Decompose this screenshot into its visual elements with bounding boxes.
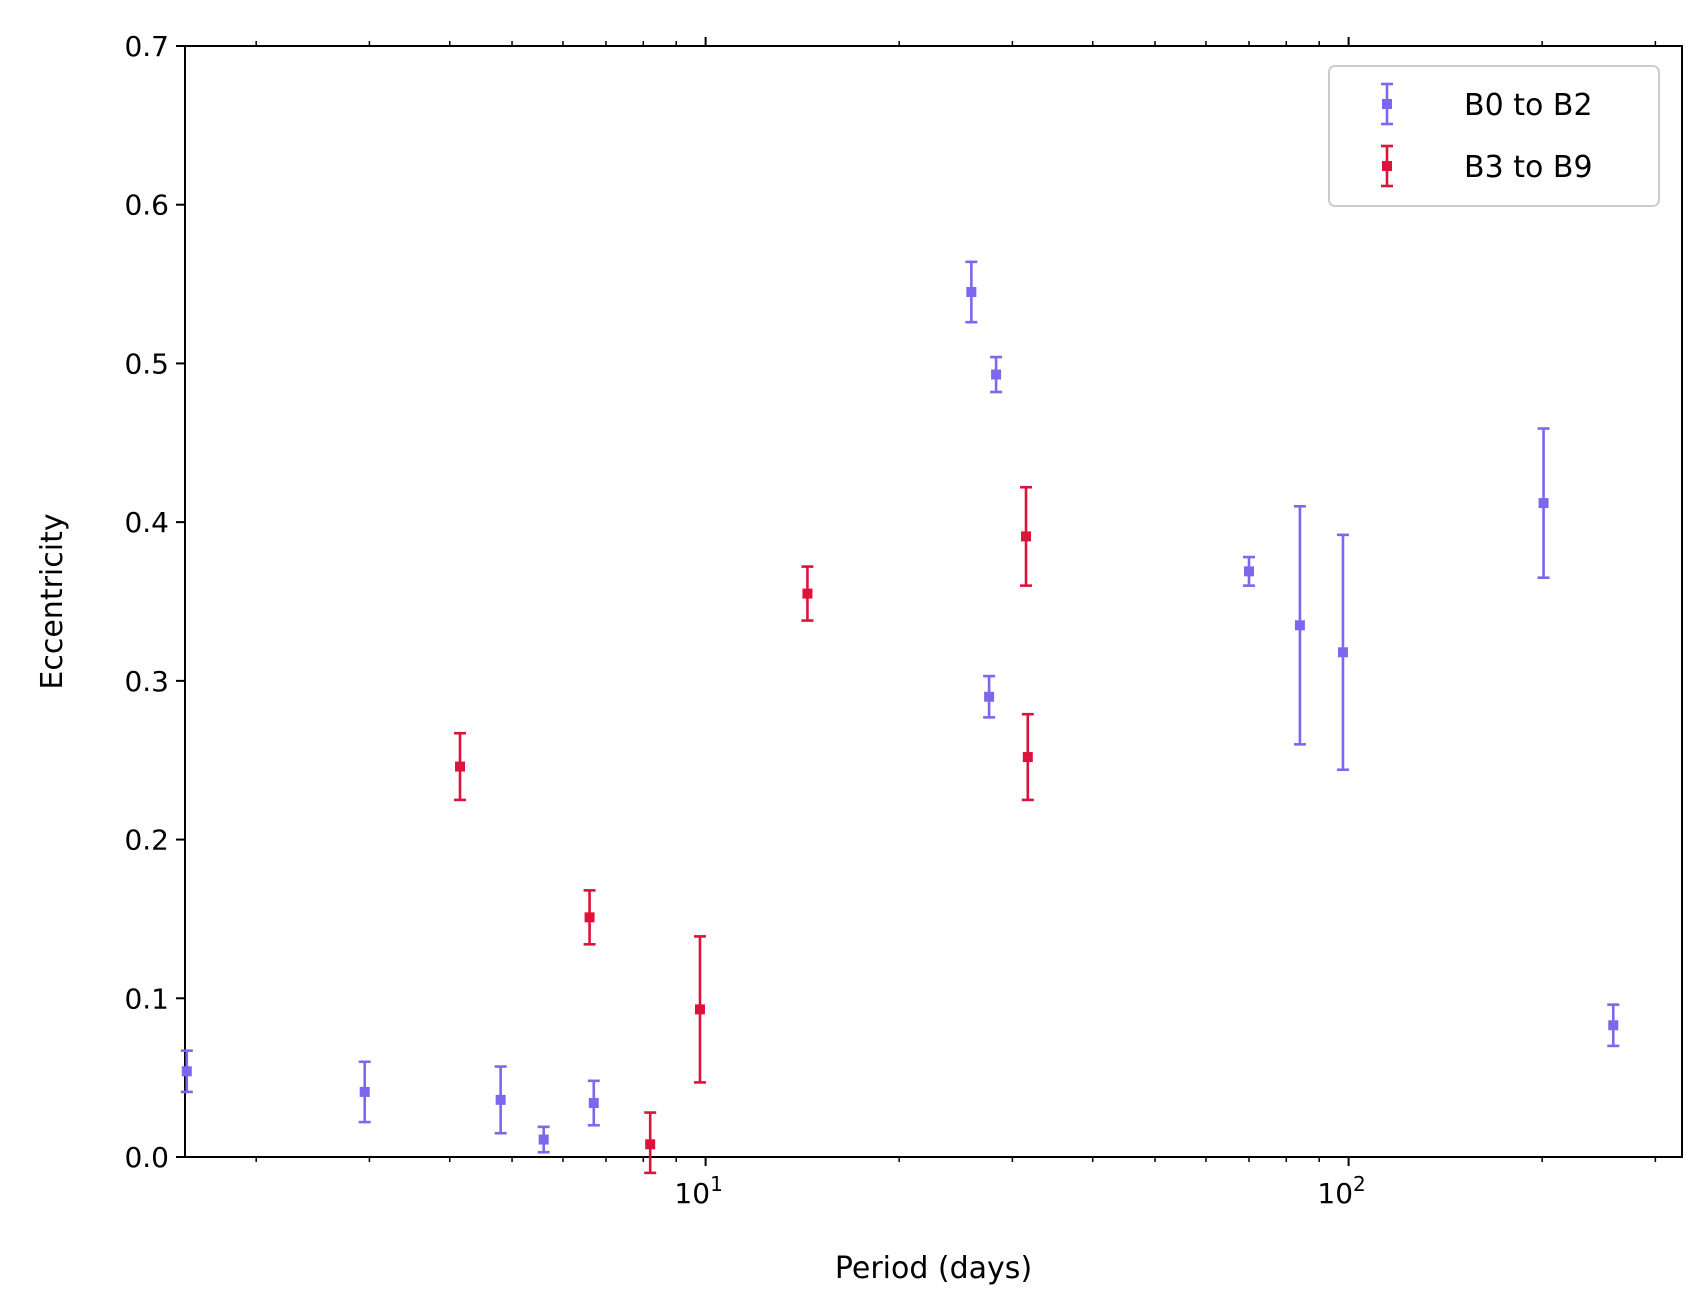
- marker: [984, 691, 995, 702]
- data-point: [801, 565, 814, 622]
- marker: [645, 1139, 656, 1150]
- data-point: [583, 889, 596, 946]
- data-point: [990, 355, 1003, 394]
- marker: [1243, 566, 1254, 577]
- marker: [802, 588, 813, 599]
- y-tick-label: 0.7: [124, 30, 169, 63]
- series-1: [180, 260, 1620, 1154]
- y-tick-label: 0.1: [124, 982, 169, 1015]
- legend-entry: B0 to B2: [1381, 82, 1593, 126]
- data-point: [358, 1060, 371, 1124]
- data-point: [693, 935, 706, 1084]
- marker: [966, 287, 977, 298]
- data-point: [1336, 533, 1349, 772]
- y-tick-label: 0.0: [124, 1141, 169, 1174]
- marker: [1608, 1020, 1619, 1031]
- marker: [991, 369, 1002, 380]
- y-tick-label: 0.5: [124, 347, 169, 380]
- plot-frame: [184, 45, 1683, 1158]
- data-point: [454, 731, 467, 802]
- x-tick-label: 102: [1317, 1172, 1365, 1210]
- legend-marker: [1382, 161, 1392, 171]
- series-2: [454, 485, 1034, 1175]
- legend-marker: [1382, 99, 1392, 109]
- y-tick-label: 0.3: [124, 665, 169, 698]
- legend-box: [1328, 65, 1660, 207]
- y-tick-label: 0.2: [124, 824, 169, 857]
- marker: [495, 1094, 506, 1105]
- y-axis-label: Eccentricity: [35, 513, 70, 689]
- x-axis-label: Period (days): [835, 1251, 1032, 1286]
- y-tick-label: 0.4: [124, 506, 169, 539]
- legend-label: B0 to B2: [1464, 88, 1593, 123]
- x-tick-label: 101: [674, 1172, 722, 1210]
- data-point: [1242, 555, 1255, 587]
- data-point: [1021, 712, 1034, 802]
- data-point: [1537, 427, 1550, 579]
- data-point: [537, 1125, 550, 1154]
- data-point: [965, 260, 978, 324]
- plot-area: [184, 45, 1683, 1158]
- marker: [455, 761, 466, 772]
- data-point: [1293, 504, 1306, 746]
- y-tick-label: 0.6: [124, 189, 169, 222]
- data-point: [1020, 485, 1033, 587]
- marker: [1021, 531, 1032, 542]
- data-point: [587, 1079, 600, 1127]
- data-point: [1607, 1003, 1620, 1048]
- marker: [181, 1066, 192, 1077]
- marker: [1337, 647, 1348, 658]
- data-point: [644, 1111, 657, 1175]
- data-point: [180, 1049, 193, 1094]
- marker: [588, 1098, 599, 1109]
- legend: B0 to B2 B3 to B9: [1328, 65, 1660, 207]
- data-point: [494, 1065, 507, 1135]
- marker: [1022, 752, 1033, 763]
- axes: 0.0 0.1 0.2 0.3 0.4 0.5 0.6 0.7 101 102: [124, 30, 1657, 1210]
- data-marks: [180, 260, 1620, 1175]
- marker: [694, 1004, 705, 1015]
- marker: [1294, 620, 1305, 631]
- marker: [538, 1134, 549, 1145]
- legend-entry: B3 to B9: [1381, 144, 1593, 188]
- marker: [584, 912, 595, 923]
- marker: [1538, 498, 1549, 509]
- legend-label: B3 to B9: [1464, 150, 1593, 185]
- marker: [359, 1086, 370, 1097]
- data-point: [983, 674, 996, 719]
